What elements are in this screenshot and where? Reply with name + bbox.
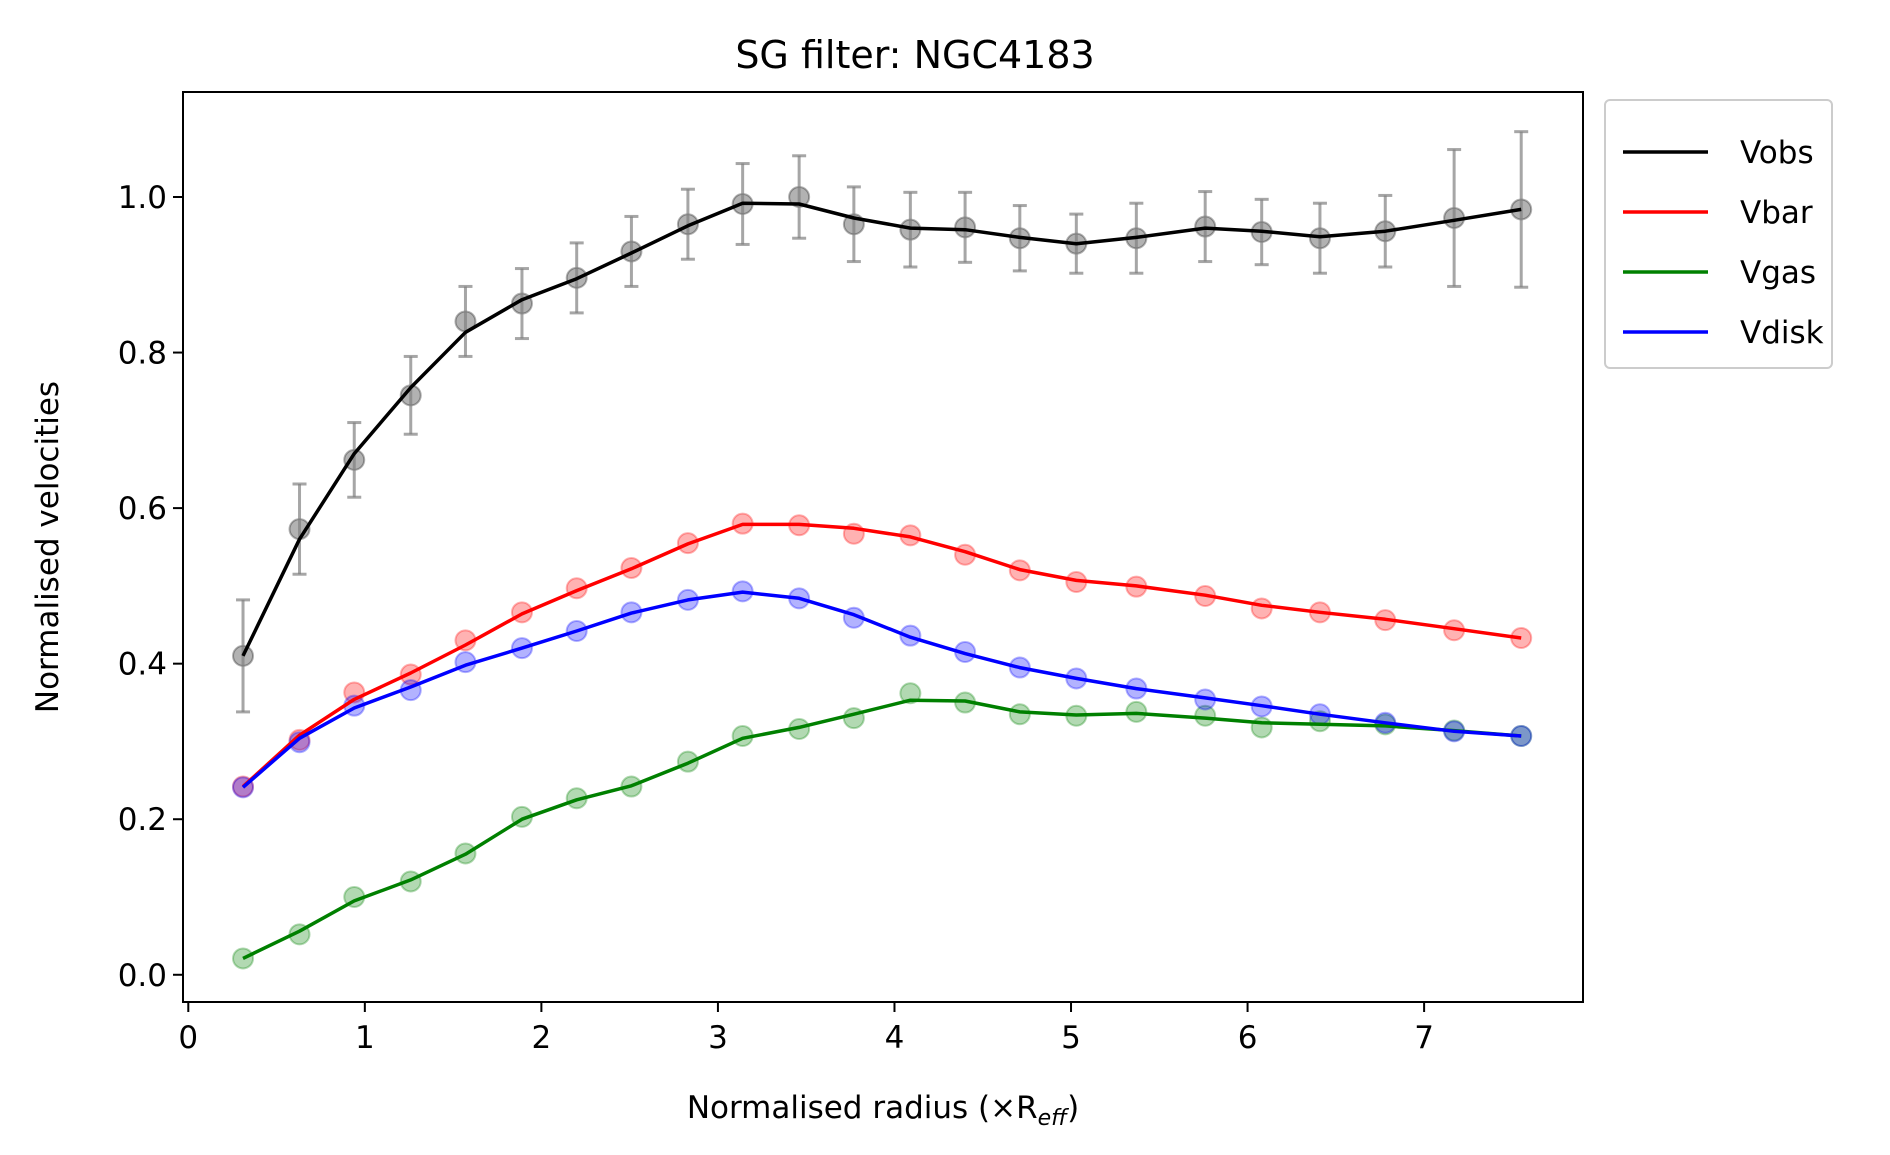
vgas-point (1250, 716, 1273, 739)
legend-box (1604, 99, 1833, 369)
y-tick-label: 0.0 (118, 958, 167, 994)
legend-label-vobs: Vobs (1740, 135, 1814, 171)
legend: Vobs Vbar Vgas Vdisk (1604, 99, 1833, 369)
series-lines (241, 201, 1522, 960)
vobs-line (241, 201, 1522, 657)
x-axis-label-close: ) (1067, 1090, 1079, 1126)
vbar-point (1250, 597, 1273, 620)
vgas-point (899, 682, 922, 705)
vgas-line (242, 698, 1522, 960)
legend-label-vbar: Vbar (1740, 195, 1813, 231)
y-axis: 0.0 0.2 0.4 0.6 0.8 1.0 (118, 180, 183, 994)
y-tick-label: 0.8 (118, 336, 167, 372)
y-axis-label: Normalised velocities (30, 381, 66, 713)
x-axis-label-subscript: eff (1038, 1106, 1070, 1131)
legend-label-vdisk: Vdisk (1740, 315, 1824, 351)
y-tick-label: 0.4 (118, 647, 167, 683)
error-bars (236, 130, 1529, 714)
x-tick-label: 2 (532, 1020, 552, 1056)
x-tick-label: 4 (885, 1020, 905, 1056)
x-axis: 0 1 2 3 4 5 6 7 (178, 1002, 1434, 1056)
x-tick-label: 3 (708, 1020, 728, 1056)
x-tick-label: 1 (355, 1020, 375, 1056)
x-axis-label: Normalised radius (×Reff) (687, 1090, 1079, 1131)
vgas-point (1008, 703, 1031, 726)
y-tick-label: 0.6 (118, 491, 167, 527)
x-axis-label-main: Normalised radius (×R (687, 1090, 1038, 1126)
data-markers (232, 186, 1533, 970)
x-tick-label: 0 (178, 1020, 198, 1056)
legend-label-vgas: Vgas (1740, 255, 1816, 291)
plot-frame (182, 91, 1584, 1003)
x-tick-label: 5 (1061, 1020, 1081, 1056)
x-tick-label: 6 (1238, 1020, 1258, 1056)
vbar-line (241, 522, 1522, 788)
vdisk-line (241, 590, 1522, 789)
y-tick-label: 0.2 (118, 802, 167, 838)
y-tick-label: 1.0 (118, 180, 167, 216)
x-tick-label: 7 (1414, 1020, 1434, 1056)
chart-title: SG filter: NGC4183 (735, 33, 1094, 77)
